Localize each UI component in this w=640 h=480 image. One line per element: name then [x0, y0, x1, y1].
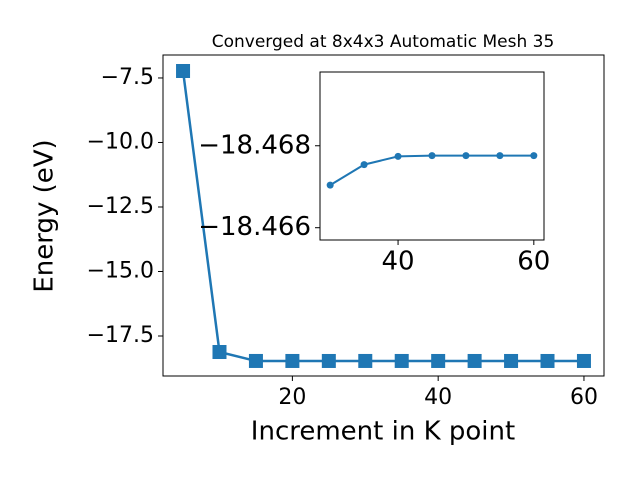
y-tick-label: −10.0	[87, 129, 154, 154]
data-point	[467, 353, 482, 368]
x-axis-label: Increment in K point	[251, 417, 515, 447]
data-point	[540, 353, 555, 368]
data-point	[285, 353, 300, 368]
data-point	[394, 152, 402, 160]
y-tick-label: −7.5	[101, 65, 154, 90]
x-tick-label: 60	[517, 247, 550, 277]
x-tick-label: 60	[570, 385, 598, 410]
chart-title: Converged at 8x4x3 Automatic Mesh 35	[212, 32, 555, 52]
y-tick-label: −17.5	[87, 323, 154, 348]
data-point	[530, 152, 538, 160]
data-point	[431, 353, 446, 368]
y-tick-label: −15.0	[87, 258, 154, 283]
data-point	[504, 353, 519, 368]
data-point	[321, 353, 336, 368]
data-point	[462, 152, 470, 160]
data-point	[326, 181, 334, 189]
data-point	[176, 63, 191, 78]
data-point	[212, 345, 227, 360]
data-point	[360, 161, 368, 169]
data-point	[496, 152, 504, 160]
x-tick-label: 40	[382, 247, 415, 277]
data-point	[576, 353, 591, 368]
y-tick-label: −18.466	[198, 212, 311, 242]
x-tick-label: 20	[278, 385, 306, 410]
x-tick-label: 40	[424, 385, 452, 410]
y-tick-label: −12.5	[87, 194, 154, 219]
data-point	[394, 353, 409, 368]
y-tick-label: −18.468	[198, 130, 311, 160]
data-point	[248, 353, 263, 368]
data-point	[358, 353, 373, 368]
data-point	[428, 152, 436, 160]
y-axis-label: Energy (eV)	[30, 139, 60, 292]
